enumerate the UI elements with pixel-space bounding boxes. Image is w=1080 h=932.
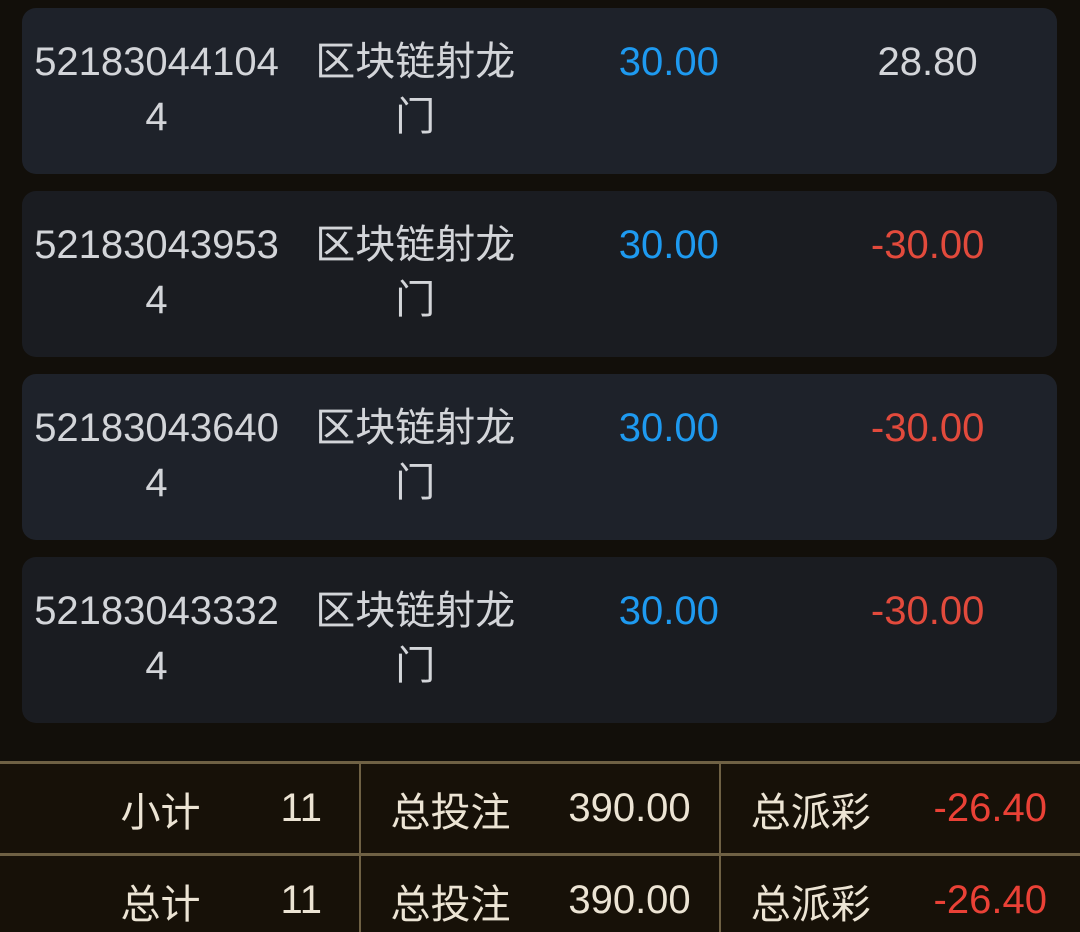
subtotal-count: 11 xyxy=(280,786,322,830)
total-label: 总计 xyxy=(120,882,201,927)
total-cell: 总计 11 xyxy=(0,856,359,932)
summary-table: 小计 11 总投注 390.00 总派彩 -26.40 总计 11 总投注 39… xyxy=(0,761,1080,932)
total-payout-value: -26.40 xyxy=(933,878,1047,922)
subtotal-row: 小计 11 总投注 390.00 总派彩 -26.40 xyxy=(0,764,1080,853)
game-name: 区块链射龙门 xyxy=(291,218,539,328)
subtotal-label: 小计 xyxy=(120,790,201,835)
bet-amount: 30.00 xyxy=(618,40,719,84)
subtotal-cell: 小计 11 xyxy=(0,764,359,853)
order-number-text: 521830433324 xyxy=(34,589,279,688)
game-name: 区块链射龙门 xyxy=(291,584,539,694)
total-bet-cell: 总投注 390.00 xyxy=(359,856,719,932)
bet-row[interactable]: 521830436404 区块链射龙门 30.00 -30.00 xyxy=(22,374,1057,540)
order-number: 521830441044 xyxy=(22,35,291,145)
bet-row[interactable]: 521830441044 区块链射龙门 30.00 28.80 xyxy=(22,8,1057,174)
bet-row[interactable]: 521830433324 区块链射龙门 30.00 -30.00 xyxy=(22,557,1057,723)
game-name: 区块链射龙门 xyxy=(291,35,539,145)
total-count: 11 xyxy=(280,878,322,922)
bet-list: 521830441044 区块链射龙门 30.00 28.80 52183043… xyxy=(22,8,1057,723)
payout-amount: 28.80 xyxy=(877,40,978,84)
bet-row[interactable]: 521830439534 区块链射龙门 30.00 -30.00 xyxy=(22,191,1057,357)
total-bet-label: 总投注 xyxy=(390,790,511,835)
total-payout-cell: 总派彩 -26.40 xyxy=(719,764,1080,853)
game-name-text: 区块链射龙门 xyxy=(315,223,516,322)
bet-amount: 30.00 xyxy=(618,589,719,633)
total-row: 总计 11 总投注 390.00 总派彩 -26.40 xyxy=(0,853,1080,932)
order-number: 521830436404 xyxy=(22,401,291,511)
total-payout-label: 总派彩 xyxy=(750,882,871,927)
game-name-text: 区块链射龙门 xyxy=(315,406,516,505)
game-name-text: 区块链射龙门 xyxy=(315,589,516,688)
total-payout-cell: 总派彩 -26.40 xyxy=(719,856,1080,932)
total-bet-label: 总投注 xyxy=(390,882,511,927)
payout-amount: -30.00 xyxy=(870,406,985,450)
total-payout-label: 总派彩 xyxy=(750,790,871,835)
order-number-text: 521830436404 xyxy=(34,406,279,505)
total-bet-cell: 总投注 390.00 xyxy=(359,764,719,853)
payout-amount: -30.00 xyxy=(870,223,985,267)
order-number-text: 521830439534 xyxy=(34,223,279,322)
game-name-text: 区块链射龙门 xyxy=(315,40,516,139)
order-number: 521830433324 xyxy=(22,584,291,694)
order-number-text: 521830441044 xyxy=(34,40,279,139)
total-bet-value: 390.00 xyxy=(568,786,691,830)
bet-amount: 30.00 xyxy=(618,406,719,450)
payout-amount: -30.00 xyxy=(870,589,985,633)
bet-amount: 30.00 xyxy=(618,223,719,267)
total-bet-value: 390.00 xyxy=(568,878,691,922)
game-name: 区块链射龙门 xyxy=(291,401,539,511)
total-payout-value: -26.40 xyxy=(933,786,1047,830)
order-number: 521830439534 xyxy=(22,218,291,328)
